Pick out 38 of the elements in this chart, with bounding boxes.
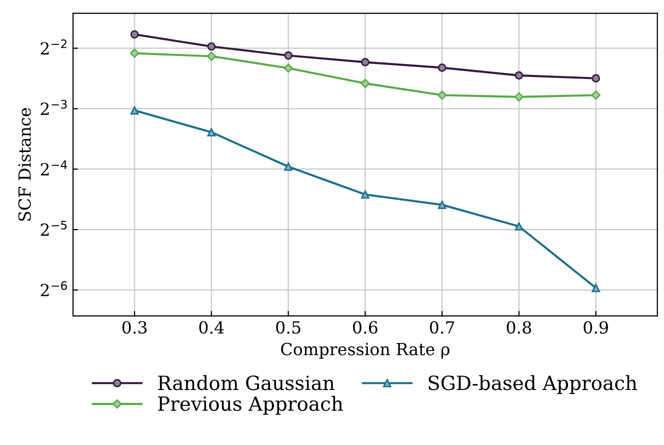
point	[361, 190, 370, 199]
point	[514, 71, 524, 80]
legend-label: SGD-based Approach	[428, 375, 637, 394]
point	[284, 162, 292, 171]
y-tick-label: 2$^{−4}$	[40, 160, 67, 176]
y-axis-title: SCF Distance	[18, 108, 31, 221]
x-tick-label: 0.4	[199, 321, 224, 334]
point	[438, 200, 446, 209]
point	[207, 42, 216, 51]
y-tick-label: 2$^{−5}$	[40, 220, 67, 236]
legend-label: Previous Approach	[158, 396, 343, 415]
point	[360, 78, 370, 88]
point	[514, 92, 524, 102]
point	[592, 284, 600, 292]
point	[284, 64, 293, 73]
x-tick-label: 0.5	[276, 321, 300, 334]
point	[207, 128, 216, 136]
y-tick-label: 2$^{−6}$	[40, 281, 67, 296]
point	[130, 30, 139, 39]
legend-label: Random Gaussian	[158, 375, 334, 390]
point	[361, 58, 370, 66]
x-tick-label: 0.7	[430, 321, 454, 334]
x-axis-title: Compression Rate ρ	[281, 342, 450, 359]
y-tick-label: 2$^{−2}$	[40, 39, 66, 54]
x-tick-label: 0.9	[584, 321, 608, 334]
y-tick-label: 2$^{−3}$	[40, 100, 67, 115]
x-tick-label: 0.3	[122, 321, 147, 334]
point	[437, 90, 447, 100]
x-tick-label: 0.8	[506, 321, 532, 334]
point	[284, 51, 292, 60]
point	[591, 90, 600, 100]
point	[206, 52, 216, 61]
point	[130, 106, 139, 115]
point	[438, 64, 446, 72]
point	[592, 74, 600, 83]
point	[130, 48, 140, 58]
x-tick-label: 0.6	[353, 321, 378, 334]
point	[514, 222, 524, 231]
